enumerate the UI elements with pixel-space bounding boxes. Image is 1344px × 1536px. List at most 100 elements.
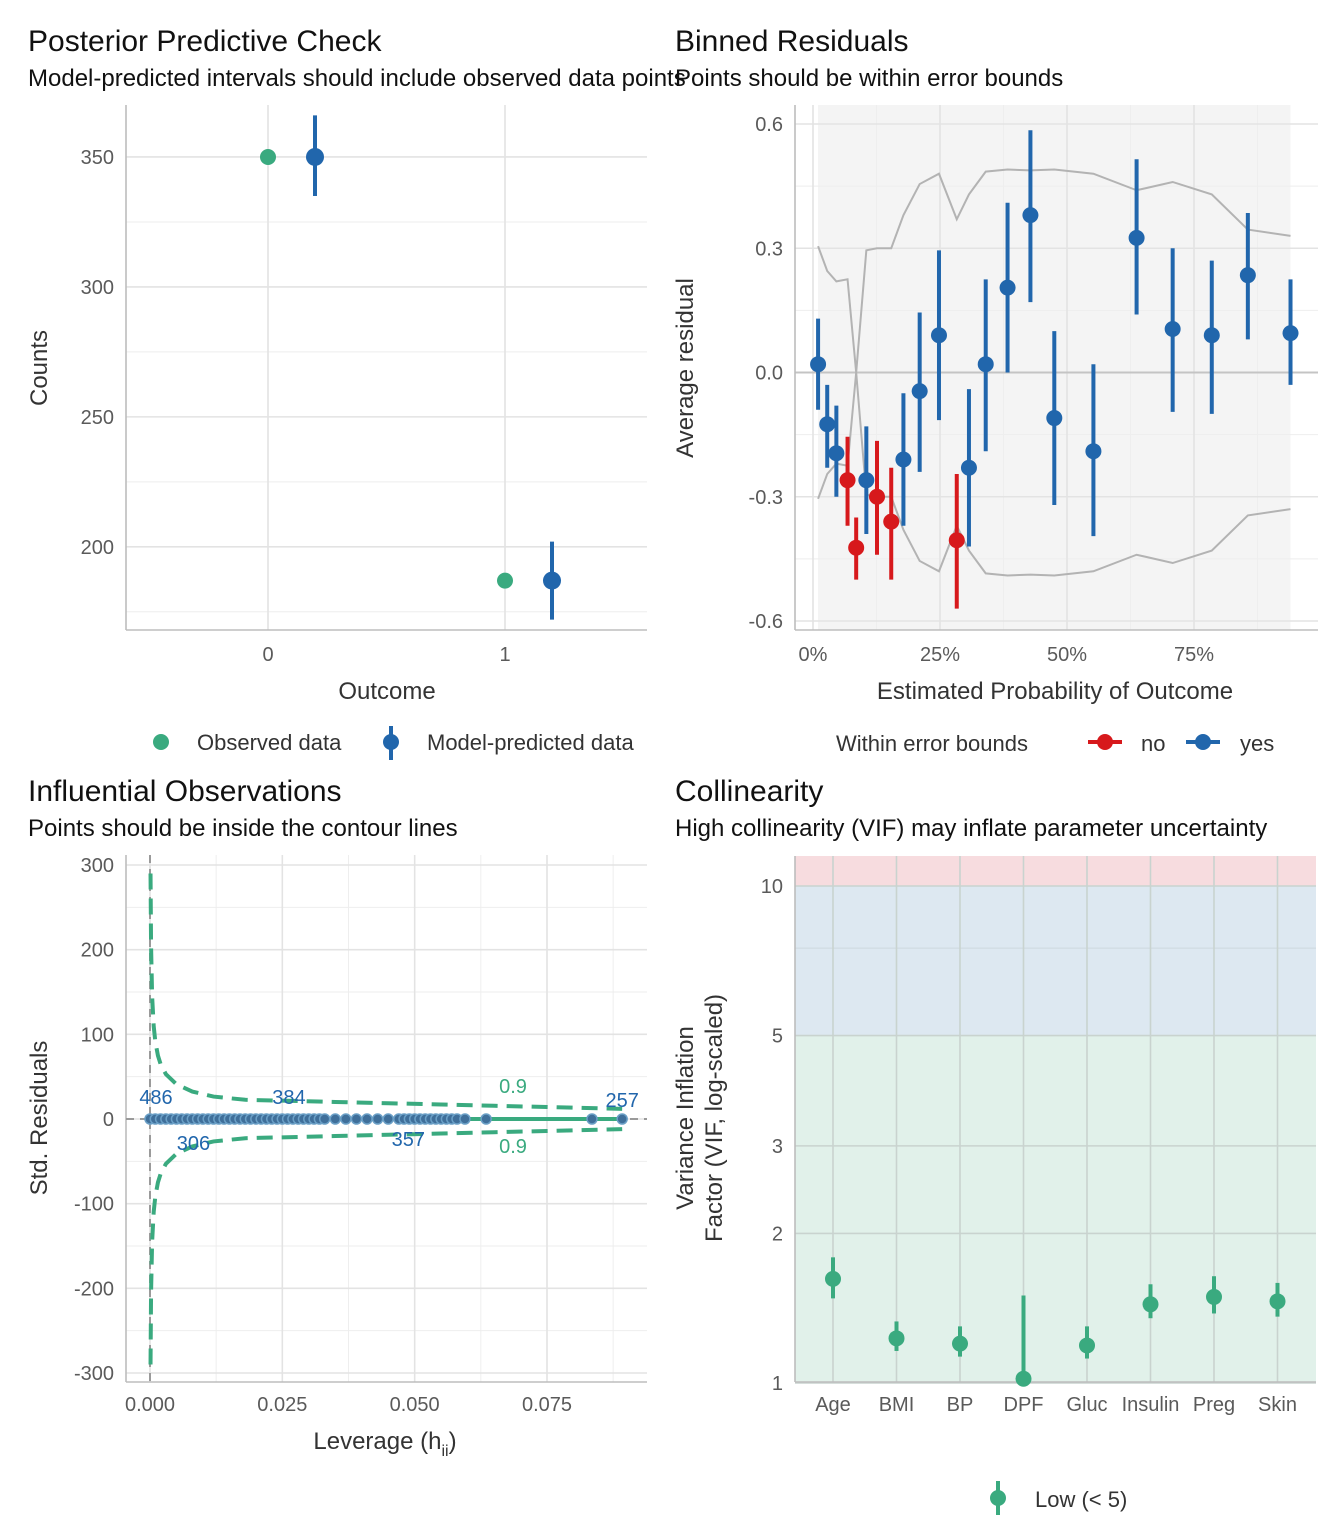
br-subtitle: Points should be within error bounds — [675, 65, 1063, 92]
io-observation-point — [318, 1113, 331, 1125]
io-observation-point — [382, 1113, 394, 1125]
vif-moderate-zone — [795, 886, 1316, 1036]
io-point-label: 384 — [272, 1087, 305, 1109]
br-ytick-label: 0.0 — [755, 363, 783, 385]
io-ytick-label: 0 — [103, 1109, 114, 1131]
io-observation-point — [350, 1113, 363, 1125]
br-xtick-label: 75% — [1174, 644, 1214, 666]
io-ytick-label: -100 — [74, 1194, 114, 1216]
vif-ylabel-line1: Variance Inflation — [672, 1026, 699, 1210]
br-bin-point — [1085, 443, 1102, 460]
br-bin-point — [895, 451, 912, 468]
io-observation-point — [329, 1113, 342, 1125]
io-xlabel: Leverage (hii) — [313, 1428, 456, 1460]
vif-ytick-label: 1 — [772, 1373, 783, 1395]
legend-low-label: Low (< 5) — [1035, 1487, 1127, 1512]
legend-observed-label: Observed data — [197, 730, 342, 755]
io-contour-label-upper: 0.9 — [499, 1076, 527, 1098]
ppc-xtick-label: 0 — [262, 644, 273, 666]
io-xtick-label: 0.075 — [522, 1394, 572, 1416]
ppc-xlabel: Outcome — [338, 678, 435, 705]
vif-point — [1015, 1370, 1032, 1387]
vif-xtick-label: DPF — [1004, 1394, 1044, 1416]
br-legend: Within error bounds no yes — [836, 731, 1274, 756]
br-bin-point — [1022, 207, 1039, 224]
io-subtitle: Points should be inside the contour line… — [28, 815, 458, 842]
vif-legend: Low (< 5) — [990, 1481, 1127, 1515]
br-bin-point — [960, 459, 977, 476]
ppc-legend: Observed data Model-predicted data — [153, 726, 634, 760]
br-ylabel: Average residual — [672, 278, 699, 458]
vif-xtick-label: BMI — [879, 1394, 915, 1416]
io-ylabel: Std. Residuals — [26, 1041, 53, 1196]
vif-title: Collinearity — [675, 775, 823, 808]
br-bin-point — [828, 445, 845, 462]
legend-yes-key — [1195, 734, 1211, 750]
panel-posterior-predictive-check: Posterior Predictive Check Model-predict… — [26, 25, 686, 760]
br-bin-point — [858, 472, 875, 489]
ppc-title: Posterior Predictive Check — [28, 25, 382, 58]
br-bin-point — [911, 383, 928, 400]
legend-within-title: Within error bounds — [836, 731, 1028, 756]
br-bin-point — [1282, 325, 1299, 342]
ppc-ytick-label: 200 — [81, 537, 114, 559]
ppc-xtick-label: 1 — [499, 644, 510, 666]
io-observation-point — [616, 1113, 628, 1125]
br-bin-point — [848, 539, 865, 556]
br-bin-point — [810, 356, 827, 373]
io-contour-lower — [148, 1127, 623, 1365]
legend-no-label: no — [1141, 731, 1165, 756]
legend-yes-label: yes — [1240, 731, 1274, 756]
io-xlabel-main: Leverage (h — [313, 1428, 441, 1455]
br-bin-point — [977, 356, 994, 373]
ppc-ytick-label: 350 — [81, 147, 114, 169]
br-bin-point — [1128, 229, 1145, 246]
br-xtick-label: 0% — [799, 644, 828, 666]
br-title: Binned Residuals — [675, 25, 908, 58]
panel-influential-observations: Influential Observations Points should b… — [26, 775, 647, 1460]
io-observation-point — [371, 1113, 384, 1125]
io-point-label: 257 — [605, 1090, 638, 1112]
ppc-observed-point — [497, 572, 513, 589]
br-upper-bound-line — [817, 168, 1291, 373]
vif-ytick-label: 10 — [761, 876, 783, 898]
br-bin-point — [819, 416, 836, 433]
br-ytick-label: 0.6 — [755, 114, 783, 136]
ppc-ytick-label: 250 — [81, 407, 114, 429]
io-contour-label-lower: 0.9 — [499, 1136, 527, 1158]
vif-ytick-label: 5 — [772, 1026, 783, 1048]
vif-point — [888, 1330, 905, 1347]
io-title: Influential Observations — [28, 775, 342, 808]
br-xlabel: Estimated Probability of Outcome — [877, 678, 1233, 705]
br-ytick-label: -0.6 — [749, 611, 783, 633]
legend-no-key — [1097, 734, 1113, 750]
vif-xtick-label: Gluc — [1066, 1394, 1107, 1416]
vif-point — [1206, 1288, 1222, 1305]
vif-xtick-label: Preg — [1193, 1394, 1235, 1416]
vif-point — [825, 1270, 841, 1287]
ppc-ylabel: Counts — [26, 330, 53, 406]
br-bin-point — [1239, 267, 1256, 284]
io-point-label: 306 — [177, 1133, 210, 1155]
vif-point — [1142, 1296, 1159, 1313]
br-bin-point — [869, 488, 886, 505]
vif-xtick-label: BP — [947, 1394, 974, 1416]
io-ytick-label: -300 — [74, 1363, 114, 1385]
br-bin-point — [948, 532, 965, 549]
ppc-predicted-point — [543, 571, 561, 590]
io-observation-point — [361, 1113, 373, 1125]
br-bin-point — [1203, 327, 1220, 344]
io-contour-upper — [148, 873, 623, 1111]
vif-point — [1079, 1337, 1095, 1354]
br-bin-point — [1046, 410, 1063, 427]
br-bin-point — [999, 279, 1016, 296]
io-ytick-label: 100 — [81, 1024, 114, 1046]
br-bin-point — [883, 513, 900, 530]
br-bin-point — [930, 327, 947, 344]
panel-binned-residuals: Binned Residuals Points should be within… — [672, 25, 1318, 756]
br-bin-point — [1164, 321, 1181, 338]
br-xtick-label: 50% — [1047, 644, 1087, 666]
vif-ylabel-line2: Factor (VIF, log-scaled) — [701, 994, 728, 1242]
io-point-label: 357 — [392, 1129, 425, 1151]
